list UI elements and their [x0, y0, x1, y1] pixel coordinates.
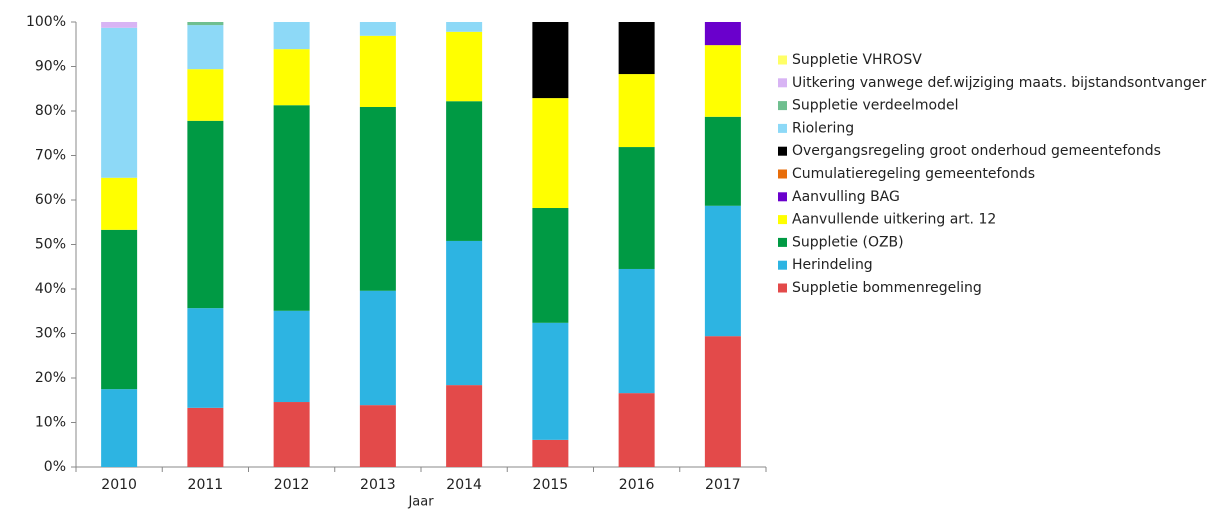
bar-segment [187, 120, 224, 309]
bar-segment [273, 22, 310, 50]
bar-segment [187, 22, 224, 26]
bar-segment [101, 27, 138, 178]
bar-segment [273, 105, 310, 311]
x-tick-label: 2010 [101, 477, 137, 493]
bar-segment [101, 177, 138, 230]
legend-label: Uitkering vanwege def.wijziging maats. b… [792, 75, 1206, 91]
x-tick-label: 2017 [705, 477, 741, 493]
bar-segment [187, 25, 224, 70]
y-tick-label: 80% [35, 103, 66, 119]
bar-segment [359, 290, 396, 406]
bar-segment [618, 393, 655, 467]
x-axis-title: Jaar [407, 495, 434, 510]
y-tick-label: 40% [35, 281, 66, 297]
legend-label: Overgangsregeling groot onderhoud gemeen… [792, 143, 1161, 159]
bar-segment [532, 22, 569, 99]
legend-label: Suppletie (OZB) [792, 234, 904, 250]
bar-segment [618, 74, 655, 148]
legend-swatch [778, 283, 787, 293]
legend-label: Suppletie bommenregeling [792, 280, 982, 296]
x-tick-label: 2016 [619, 477, 655, 493]
y-tick-label: 50% [35, 237, 66, 253]
bar-segment [101, 22, 138, 28]
bar-segment [532, 208, 569, 323]
y-tick-label: 60% [35, 192, 66, 208]
bar-segment [446, 22, 483, 32]
legend-swatch [778, 146, 787, 156]
y-tick-label: 70% [35, 148, 66, 164]
legend-label: Aanvullende uitkering art. 12 [792, 212, 996, 228]
legend-swatch [778, 78, 787, 88]
y-tick-label: 90% [35, 59, 66, 75]
bar-segment [101, 389, 138, 467]
bar-segment [187, 407, 224, 467]
bar-segment [618, 268, 655, 394]
y-tick-label: 10% [35, 415, 66, 431]
bar-segment [273, 49, 310, 106]
legend-swatch [778, 55, 787, 65]
y-tick-label: 20% [35, 370, 66, 386]
legend-label: Riolering [792, 120, 854, 136]
legend-swatch [778, 237, 787, 247]
bar-segment [359, 405, 396, 467]
bar-segment [704, 336, 741, 467]
bar-segment [359, 35, 396, 107]
legend-label: Herindeling [792, 257, 873, 273]
y-tick-label: 0% [44, 459, 66, 475]
bar-segment [273, 310, 310, 403]
legend-swatch [778, 169, 787, 179]
y-tick-label: 100% [26, 14, 66, 30]
x-tick-label: 2012 [274, 477, 310, 493]
bar-segment [446, 31, 483, 102]
bar-segment [187, 308, 224, 408]
bar-segment [532, 439, 569, 467]
legend-swatch [778, 123, 787, 133]
bar-segment [532, 98, 569, 209]
x-tick-label: 2015 [533, 477, 569, 493]
bar-segment [359, 106, 396, 291]
legend-label: Suppletie verdeelmodel [792, 98, 958, 114]
bar-segment [704, 116, 741, 206]
bar-segment [704, 22, 741, 46]
x-tick-label: 2014 [446, 477, 482, 493]
legend-label: Aanvulling BAG [792, 189, 900, 205]
x-tick-label: 2011 [188, 477, 224, 493]
bar-segment [187, 69, 224, 121]
legend-swatch [778, 260, 787, 270]
bar-segment [618, 22, 655, 75]
legend-swatch [778, 101, 787, 111]
legend-label: Cumulatieregeling gemeentefonds [792, 166, 1035, 182]
legend-label: Suppletie VHROSV [792, 52, 922, 68]
bar-segment [101, 229, 138, 390]
legend-swatch [778, 215, 787, 225]
bar-segment [359, 22, 396, 36]
bar-segment [446, 240, 483, 386]
bar-segment [446, 101, 483, 241]
x-tick-label: 2013 [360, 477, 396, 493]
bar-segment [704, 45, 741, 117]
bar-segment [704, 205, 741, 337]
bar-segment [273, 402, 310, 467]
bar-segment [618, 147, 655, 269]
bar-segment [446, 385, 483, 467]
legend-swatch [778, 192, 787, 202]
bar-segment [532, 322, 569, 440]
y-tick-label: 30% [35, 326, 66, 342]
